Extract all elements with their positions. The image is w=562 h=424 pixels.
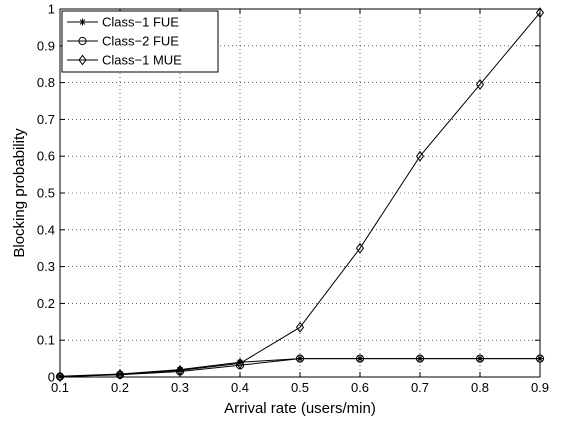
data-point (235, 361, 245, 370)
x-tick-label: 0.4 (231, 380, 249, 395)
x-tick-label: 0.7 (411, 380, 429, 395)
data-point (415, 150, 425, 162)
data-point (55, 371, 65, 383)
x-tick-label: 0.1 (51, 380, 69, 395)
grid (60, 9, 540, 377)
data-point (415, 354, 425, 363)
y-tick-label: 0.4 (37, 222, 55, 237)
series-line (59, 358, 540, 378)
legend-marker (78, 36, 87, 46)
y-tick-label: 0.7 (37, 112, 55, 127)
y-tick-label: 0 (48, 370, 55, 385)
data-point (475, 79, 485, 90)
legend-item: Class−1 MUE (67, 53, 182, 68)
x-tick-label: 0.3 (171, 380, 189, 395)
y-tick-label: 0.8 (37, 75, 55, 90)
y-tick-label: 0.5 (37, 186, 55, 201)
y-axis-label: Blocking probability (11, 128, 28, 258)
y-tick-label: 0.9 (37, 38, 55, 53)
x-tick-label: 0.5 (291, 380, 309, 395)
data-point (295, 321, 305, 333)
series-line (59, 12, 541, 378)
x-axis-label: Arrival rate (users/min) (224, 400, 376, 417)
legend-item: Class−2 FUE (67, 34, 179, 49)
x-tick-label: 0.6 (351, 380, 369, 395)
legend-label: Class−1 MUE (102, 53, 182, 68)
y-tick-label: 0.3 (37, 259, 55, 274)
x-tick-label: 0.2 (111, 380, 129, 395)
legend-marker (79, 18, 86, 26)
x-tick-label: 0.9 (531, 380, 549, 395)
legend-marker (78, 54, 87, 66)
data-point (235, 357, 245, 369)
y-tick-label: 1 (48, 2, 55, 17)
legend-label: Class−2 FUE (102, 34, 179, 49)
series-layer (55, 7, 545, 383)
x-tick-label: 0.8 (471, 380, 489, 395)
legend-item: Class−1 FUE (67, 15, 179, 30)
data-point (115, 368, 125, 380)
y-tick-label: 0.1 (37, 333, 55, 348)
y-tick-label: 0.6 (37, 149, 55, 164)
data-point (475, 354, 485, 363)
data-point (355, 242, 365, 254)
data-point (295, 354, 305, 363)
legend: Class−1 FUE Class−2 FUE Class−1 MUE (61, 10, 219, 73)
y-tick-label: 0.2 (37, 296, 55, 311)
legend-label: Class−1 FUE (102, 15, 179, 30)
data-point (355, 354, 365, 363)
